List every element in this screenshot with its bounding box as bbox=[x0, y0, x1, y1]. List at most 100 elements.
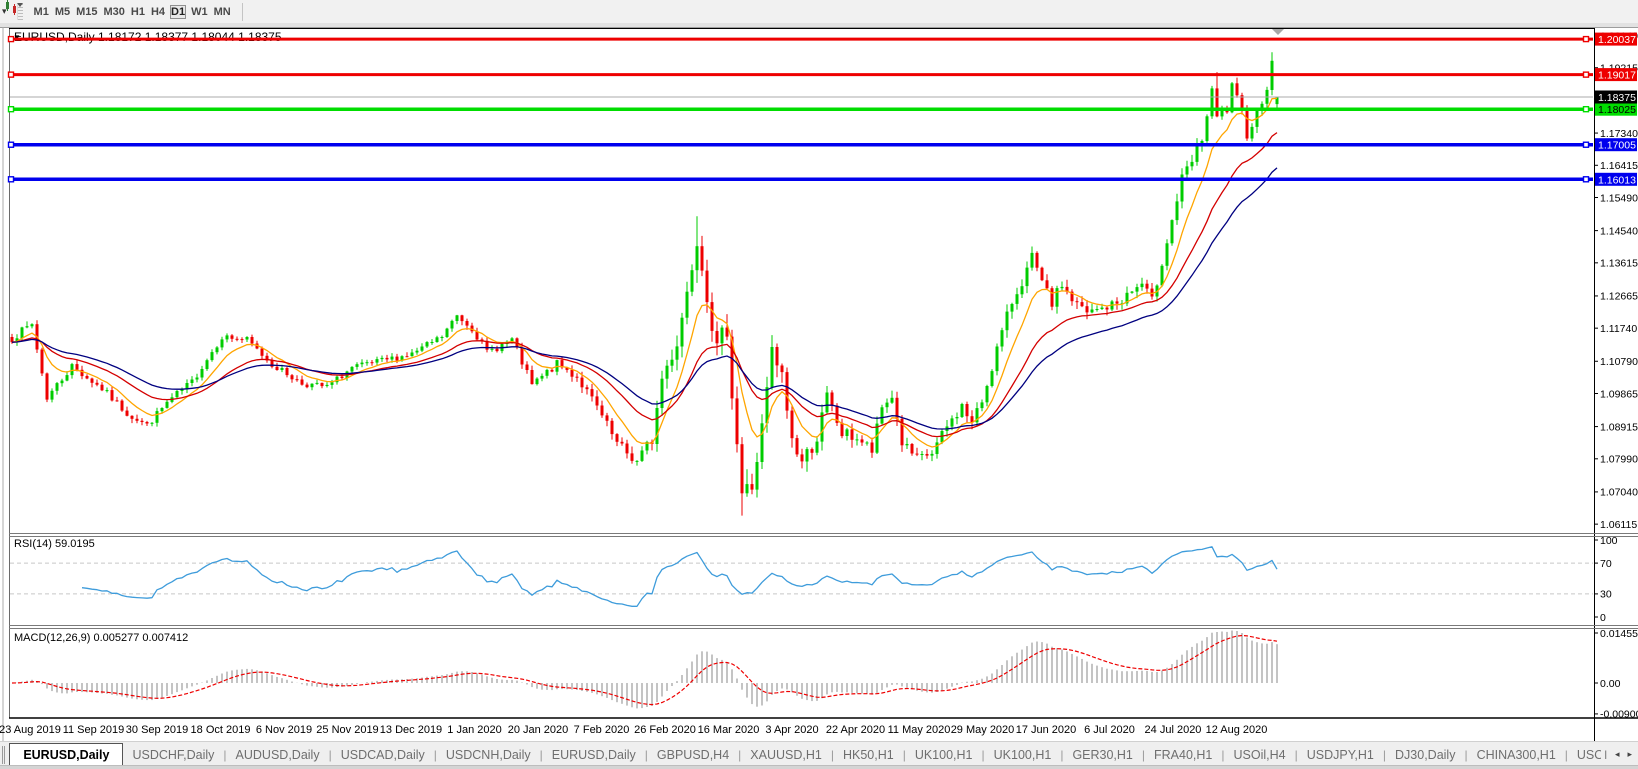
tab-separator: | bbox=[433, 748, 437, 762]
price-tick: 1.10790 bbox=[1600, 356, 1638, 368]
ma-medium-line bbox=[11, 132, 1278, 438]
chart-tab-bar: EURUSD,Daily USDCHF,Daily | AUDUSD,Daily | US… bbox=[0, 741, 1638, 766]
tab-UK100-H1[interactable]: UK100,H1 bbox=[914, 748, 973, 762]
date-label: 6 Nov 2019 bbox=[256, 724, 312, 736]
date-label: 18 Oct 2019 bbox=[191, 724, 251, 736]
timeframe-button-D1[interactable]: D1 bbox=[170, 5, 187, 19]
toolbar-separator bbox=[241, 2, 243, 21]
tab-USOil-H4[interactable]: USOil,H4 bbox=[1233, 748, 1286, 762]
macd-pane-surface[interactable] bbox=[10, 629, 1593, 717]
tab-scroll-buttons: | ◂ ▸ bbox=[1600, 741, 1638, 766]
tab-separator: | bbox=[1604, 748, 1607, 759]
macd-signal-line bbox=[11, 634, 1278, 706]
status-strip bbox=[0, 765, 1638, 769]
rsi-tick: 30 bbox=[1600, 589, 1612, 601]
date-label: 11 Sep 2019 bbox=[63, 724, 125, 736]
timeframe-button-H4[interactable]: H4 bbox=[150, 6, 166, 18]
horizontal-levels bbox=[7, 35, 1594, 183]
tab-USDCAD-Daily[interactable]: USDCAD,Daily bbox=[340, 748, 425, 762]
tab-FRA40-H1[interactable]: FRA40,H1 bbox=[1154, 748, 1213, 762]
chart-shift-marker[interactable] bbox=[1272, 29, 1284, 35]
price-tick: 1.08915 bbox=[1600, 421, 1638, 433]
date-label: 20 Jan 2020 bbox=[508, 724, 569, 736]
date-label: 1 Jan 2020 bbox=[447, 724, 501, 736]
chart-type-caret-icon[interactable]: ▾ bbox=[2, 6, 7, 16]
date-label: 11 May 2020 bbox=[888, 724, 951, 736]
price-tick: 1.14540 bbox=[1600, 225, 1638, 237]
date-label: 7 Feb 2020 bbox=[574, 724, 630, 736]
timeframe-button-H1[interactable]: H1 bbox=[130, 6, 145, 18]
date-label: 3 Apr 2020 bbox=[765, 724, 818, 736]
chart-type-icon[interactable] bbox=[4, 0, 24, 16]
price-tick: 1.06115 bbox=[1600, 519, 1637, 531]
tab-USDCHF-Daily[interactable]: USDCHF,Daily bbox=[132, 748, 215, 762]
timeframe-buttons: M1 M5 M15 M30 H1 H4 D1 W1 MN bbox=[31, 2, 234, 21]
timeframe-button-M1[interactable]: M1 bbox=[33, 6, 49, 18]
tab-HK50-H1[interactable]: HK50,H1 bbox=[842, 748, 894, 762]
tab-scroll-right-icon[interactable]: ▸ bbox=[1627, 748, 1632, 759]
price-tick: 1.12665 bbox=[1600, 291, 1638, 303]
tabbar-grip-handle[interactable] bbox=[2, 746, 6, 764]
date-label: 6 Jul 2020 bbox=[1084, 724, 1135, 736]
rsi-pane-surface[interactable] bbox=[10, 537, 1593, 624]
tab-scroll-left-icon[interactable]: ◂ bbox=[1614, 748, 1620, 759]
tab-separator: | bbox=[223, 748, 227, 762]
tab-USDCNH-Daily[interactable]: USDCNH,Daily bbox=[445, 748, 531, 762]
price-tick: 1.13615 bbox=[1600, 258, 1638, 270]
tab-USDJPY-H1[interactable]: USDJPY,H1 bbox=[1306, 748, 1374, 762]
macd-tick: -0.00900 bbox=[1600, 709, 1638, 721]
tab-GER30-H1[interactable]: GER30,H1 bbox=[1072, 748, 1133, 762]
date-label: 12 Aug 2020 bbox=[1206, 724, 1268, 736]
price-axis-surface[interactable] bbox=[1595, 28, 1638, 718]
tab-separator: | bbox=[1294, 748, 1298, 762]
rsi-tick: 0 bbox=[1600, 612, 1606, 624]
tab-XAUUSD-H1[interactable]: XAUUSD,H1 bbox=[750, 748, 822, 762]
macd-tick: 0.014556 bbox=[1600, 628, 1638, 640]
tab-DJ30-Daily[interactable]: DJ30,Daily bbox=[1395, 748, 1456, 762]
toolbar-grip-handle[interactable] bbox=[16, 3, 23, 20]
tab-GBPUSD-H4[interactable]: GBPUSD,H4 bbox=[656, 748, 730, 762]
price-badge: 1.16013 bbox=[1598, 174, 1636, 186]
tab-separator: | bbox=[1564, 748, 1568, 762]
price-badge: 1.18375 bbox=[1598, 92, 1636, 104]
tab-EURUSD-Daily[interactable]: EURUSD,Daily bbox=[9, 743, 124, 766]
hline-1.17005[interactable] bbox=[7, 141, 1594, 148]
tab-CHINA300-H1[interactable]: CHINA300,H1 bbox=[1476, 748, 1556, 762]
hline-1.20037[interactable] bbox=[7, 35, 1594, 43]
hline-1.16013[interactable] bbox=[7, 176, 1594, 183]
hline-1.19017[interactable] bbox=[7, 71, 1594, 78]
tab-AUDUSD-Daily[interactable]: AUDUSD,Daily bbox=[235, 748, 320, 762]
price-tick: 1.07040 bbox=[1600, 487, 1638, 499]
timeframe-button-M15[interactable]: M15 bbox=[76, 6, 98, 18]
price-tick: 1.17340 bbox=[1600, 128, 1638, 140]
date-label: 13 Dec 2019 bbox=[380, 724, 442, 736]
timeframe-button-W1[interactable]: W1 bbox=[191, 6, 208, 18]
tab-separator: | bbox=[830, 748, 834, 762]
date-axis-labels: 23 Aug 201911 Sep 201930 Sep 201918 Oct … bbox=[0, 724, 1267, 736]
moving-average-lines bbox=[11, 97, 1278, 448]
tab-separator: | bbox=[1060, 748, 1064, 762]
tab-separator: | bbox=[738, 748, 742, 762]
tab-UK100-H1[interactable]: UK100,H1 bbox=[993, 748, 1052, 762]
main-chart-surface[interactable] bbox=[10, 29, 1593, 533]
tab-EURUSD-Daily[interactable]: EURUSD,Daily bbox=[551, 748, 636, 762]
timeframe-button-MN[interactable]: MN bbox=[213, 6, 231, 18]
price-tick: 1.09865 bbox=[1600, 388, 1638, 400]
date-label: 29 May 2020 bbox=[951, 724, 1015, 736]
rsi-tick: 100 bbox=[1600, 535, 1618, 547]
date-axis-surface[interactable] bbox=[10, 718, 1593, 740]
rsi-indicator: 100 70 30 0 bbox=[10, 535, 1618, 624]
macd-indicator: 0.014556 0.00 -0.00900 bbox=[11, 628, 1638, 721]
symbol-dropdown-icon[interactable]: ▼ bbox=[13, 33, 21, 42]
price-tick: 1.11740 bbox=[1600, 323, 1637, 335]
macd-label: MACD(12,26,9) 0.005277 0.007412 bbox=[14, 632, 188, 644]
tab-separator: | bbox=[539, 748, 543, 762]
timeframe-button-M30[interactable]: M30 bbox=[103, 6, 125, 18]
rsi-label: RSI(14) 59.0195 bbox=[14, 538, 95, 550]
timeframe-button-M5[interactable]: M5 bbox=[54, 6, 71, 18]
tab-separator: | bbox=[1464, 748, 1468, 762]
date-label: 26 Feb 2020 bbox=[634, 724, 696, 736]
tab-separator: | bbox=[328, 748, 332, 762]
hline-1.18025[interactable] bbox=[7, 105, 1594, 113]
